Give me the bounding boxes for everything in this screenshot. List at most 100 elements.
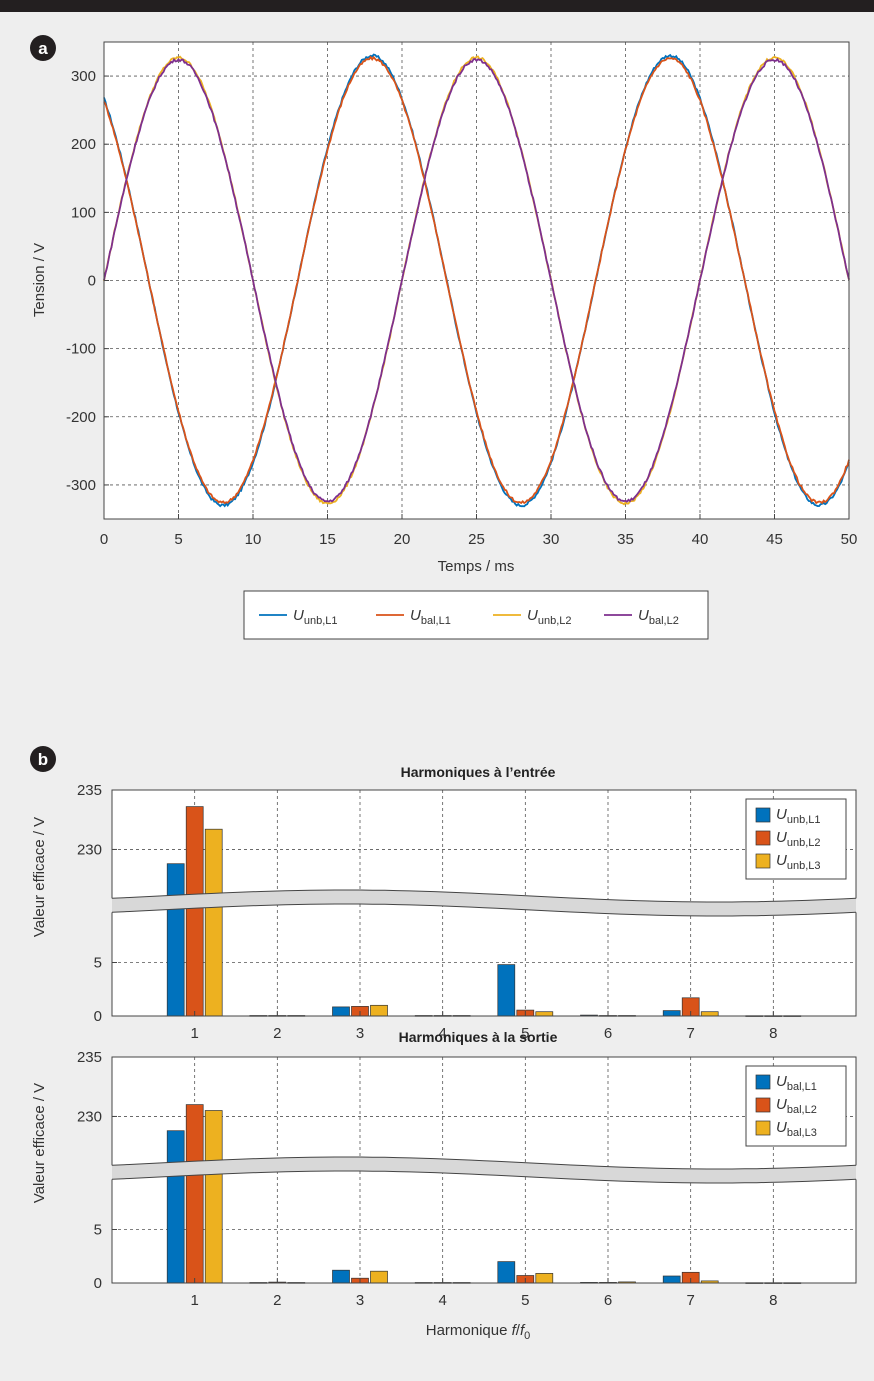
- legend-item: Uunb,L3: [755, 852, 821, 872]
- y-tick-label: 200: [71, 136, 96, 153]
- bar-h1-s2: [185, 806, 204, 1017]
- legend-label: Ubal,L1: [410, 607, 451, 627]
- bar-h3-s1: [332, 1269, 350, 1284]
- legend-item: Uunb,L1: [259, 607, 338, 627]
- legend-label: Uunb,L2: [527, 607, 572, 627]
- y-tick-label: 5: [94, 955, 102, 972]
- panel-a-y-ticks: -300 -200 -100 0 100 200 300: [66, 68, 109, 494]
- legend-item: Uunb,L1: [755, 806, 821, 826]
- legend-item: Ubal,L1: [376, 607, 451, 627]
- bar-h5-s3: [535, 1011, 554, 1017]
- y-tick-label: 0: [88, 273, 96, 290]
- legend-item: Ubal,L1: [755, 1073, 817, 1093]
- panel-b-bottom-title: Harmoniques à la sortie: [399, 1029, 558, 1045]
- legend-label: Ubal,L2: [638, 607, 679, 627]
- bar-h1-s1: [166, 1130, 185, 1284]
- x-tick-label: 0: [100, 531, 108, 548]
- legend-label: Ubal,L3: [776, 1119, 817, 1139]
- legend-swatch: [755, 1074, 771, 1090]
- x-tick-label: 5: [521, 1292, 529, 1309]
- y-tick-label: -100: [66, 341, 96, 358]
- y-tick-label: 235: [77, 782, 102, 799]
- bar-h1-s2: [185, 1104, 204, 1284]
- legend-item: Ubal,L2: [604, 607, 679, 627]
- y-tick-label: 300: [71, 68, 96, 85]
- legend-label: Uunb,L1: [293, 607, 338, 627]
- x-tick-label: 20: [394, 531, 411, 548]
- panel-b-top-title: Harmoniques à l’entrée: [401, 764, 556, 780]
- legend-label: Uunb,L3: [776, 852, 821, 872]
- x-tick-label: 5: [521, 1025, 529, 1042]
- x-tick-label: 2: [273, 1292, 281, 1309]
- legend-swatch: [755, 1097, 771, 1113]
- x-tick-label: 45: [766, 531, 783, 548]
- panel-a-x-axis-label: Temps / ms: [438, 558, 515, 575]
- x-tick-label: 6: [604, 1292, 612, 1309]
- panel-b-top-y-axis-label: Valeur efficace / V: [31, 817, 48, 937]
- legend-swatch: [755, 853, 771, 869]
- bar-h3-s3: [370, 1004, 388, 1017]
- legend-item: Uunb,L2: [755, 829, 821, 849]
- x-tick-label: 3: [356, 1292, 364, 1309]
- x-tick-label: 7: [686, 1025, 694, 1042]
- bar-h3-s1: [332, 1006, 350, 1017]
- y-tick-label: 230: [77, 1108, 102, 1125]
- panel-a-series: [103, 53, 850, 508]
- x-tick-label: 1: [190, 1292, 198, 1309]
- panel-b-x-axis-label: Harmonique f/f0: [426, 1322, 531, 1342]
- x-tick-label: 15: [319, 531, 336, 548]
- legend-item: Ubal,L3: [755, 1119, 817, 1139]
- y-tick-label: -300: [66, 477, 96, 494]
- frame-lower: [111, 912, 857, 1017]
- legend-label: Uunb,L1: [776, 806, 821, 826]
- y-tick-label: 235: [77, 1049, 102, 1066]
- x-tick-label: 7: [686, 1292, 694, 1309]
- y-tick-label: 100: [71, 204, 96, 221]
- x-tick-label: 10: [245, 531, 262, 548]
- legend-swatch: [755, 830, 771, 846]
- legend-label: Ubal,L1: [776, 1073, 817, 1093]
- panel-a: a 0 5 10 15 20 25 30 35 40 45 50 -300 -200 -100 0 100 2…: [30, 35, 858, 640]
- bar-h5-s3: [535, 1273, 554, 1284]
- x-tick-label: 30: [543, 531, 560, 548]
- top-bar: [0, 0, 874, 12]
- bar-h7-s1: [662, 1010, 681, 1017]
- bar-h5-s1: [497, 964, 516, 1017]
- x-tick-label: 35: [617, 531, 634, 548]
- series-line-2: [103, 55, 850, 505]
- bar-h7-s1: [662, 1275, 681, 1284]
- x-tick-label: 2: [273, 1025, 281, 1042]
- y-tick-label: 0: [94, 1008, 102, 1025]
- axis-break-line: [111, 903, 857, 917]
- x-tick-label: 40: [692, 531, 709, 548]
- x-tick-label: 50: [841, 531, 858, 548]
- panel-a-badge-label: a: [38, 39, 48, 58]
- x-tick-label: 5: [174, 531, 182, 548]
- bar-h3-s3: [370, 1270, 388, 1284]
- x-tick-label: 4: [438, 1025, 446, 1042]
- axis-break-line: [111, 1156, 857, 1170]
- bar-h1-s3: [204, 1110, 223, 1284]
- axis-break-band: [112, 890, 856, 916]
- panel-b-top-chart: 0 5 230 235 1 2 3 4 5 6 7 8 Uunb,L1 Uunb,L2 Uunb,L3: [77, 782, 857, 1042]
- x-tick-label: 6: [604, 1025, 612, 1042]
- frame-upper: [111, 789, 857, 899]
- frame-lower: [111, 1179, 857, 1284]
- legend-swatch: [755, 1120, 771, 1136]
- panel-a-y-axis-label: Tension / V: [31, 243, 48, 317]
- panel-b-bottom-y-axis-label: Valeur efficace / V: [31, 1083, 48, 1203]
- legend-item: Uunb,L2: [493, 607, 572, 627]
- bar-h1-s3: [204, 828, 223, 1017]
- x-tick-label: 3: [356, 1025, 364, 1042]
- x-tick-label: 8: [769, 1292, 777, 1309]
- panel-a-legend-items: Uunb,L1 Ubal,L1 Uunb,L2 Ubal,L2: [259, 607, 679, 627]
- y-tick-label: 0: [94, 1275, 102, 1292]
- axis-break-line: [111, 889, 857, 903]
- panel-a-badge: [30, 35, 56, 61]
- axis-break-line: [111, 1170, 857, 1184]
- legend-swatch: [755, 807, 771, 823]
- x-tick-label: 1: [190, 1025, 198, 1042]
